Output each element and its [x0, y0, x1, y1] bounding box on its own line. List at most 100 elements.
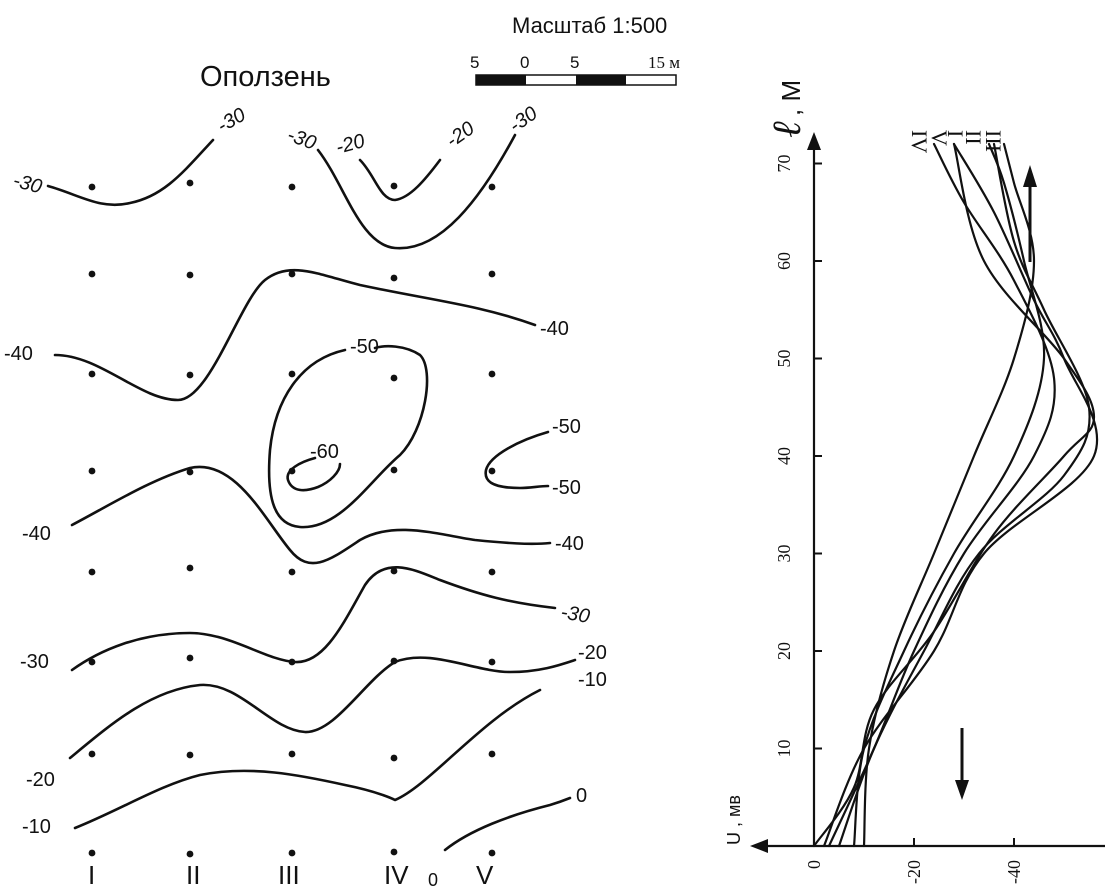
isoline-label: 0 — [576, 785, 587, 807]
y-tick-label: 60 — [774, 252, 794, 270]
measurement-point — [390, 466, 398, 474]
curve-ii — [852, 142, 1046, 848]
measurement-point — [88, 183, 96, 191]
y-ticks: 10 20 30 40 50 60 70 — [774, 155, 822, 758]
isoline — [286, 456, 342, 492]
isoline — [316, 133, 517, 250]
measurement-point — [186, 271, 194, 279]
measurement-point — [390, 848, 398, 856]
isoline-label: -30 — [559, 601, 591, 628]
profile-label: IV — [384, 860, 409, 888]
scale-title: Масштаб 1:500 — [512, 13, 667, 38]
measurement-point — [88, 370, 96, 378]
measurement-point — [88, 658, 96, 666]
isoline-label: -30 — [214, 104, 250, 138]
scale-bar: 5 0 5 15 м — [470, 53, 680, 86]
measurement-point — [390, 182, 398, 190]
y-tick-label: 40 — [774, 447, 794, 465]
measurement-point — [186, 179, 194, 187]
isoline-label: -50 — [350, 336, 379, 358]
isoline-label: -30 — [20, 651, 49, 673]
curve-label: III — [981, 130, 1006, 152]
isoline-label: -30 — [11, 170, 45, 199]
measurement-point — [186, 751, 194, 759]
curve-x — [812, 142, 1096, 848]
isoline-label: -50 — [552, 416, 581, 438]
y-axis-arrow — [807, 132, 821, 150]
y-axis-title-letter: ℓ — [764, 121, 809, 138]
isoline-label: -20 — [334, 130, 368, 159]
measurement-point — [488, 467, 496, 475]
isoline-label: -20 — [26, 769, 55, 791]
measurement-point — [186, 468, 194, 476]
measurement-point — [288, 568, 296, 576]
isoline-label: -40 — [555, 533, 584, 555]
measurement-point — [488, 370, 496, 378]
down-arrow-icon — [955, 780, 969, 800]
isoline-labels: -30 -30 -30 -20 -20 -30 -40 -40 -50 -60 … — [4, 102, 607, 838]
y-tick-label: 70 — [774, 155, 794, 173]
x-ticks: 0 -20 -40 — [804, 838, 1024, 884]
isoline-label: -20 — [578, 642, 607, 664]
potential-curves — [812, 142, 1099, 848]
isoline-label: -10 — [22, 816, 51, 838]
isoline-label: -40 — [22, 523, 51, 545]
curve-v — [822, 142, 1099, 848]
y-tick-label: 30 — [774, 545, 794, 563]
y-tick-label: 20 — [774, 642, 794, 660]
measurement-point — [488, 849, 496, 857]
profile-label: III — [278, 860, 300, 888]
isoline — [68, 656, 577, 760]
measurement-point — [288, 183, 296, 191]
measurement-point — [288, 849, 296, 857]
measurement-point — [186, 850, 194, 858]
y-axis-title: ℓ , М — [764, 80, 809, 138]
measurement-point — [88, 750, 96, 758]
x-axis-arrow — [750, 839, 768, 853]
measurement-point — [186, 654, 194, 662]
measurement-points — [88, 179, 496, 858]
measurement-point — [288, 750, 296, 758]
isoline-label: -30 — [505, 102, 541, 137]
isolines — [46, 133, 577, 852]
measurement-point — [488, 750, 496, 758]
measurement-point — [288, 370, 296, 378]
x-tick-label: -20 — [904, 860, 924, 884]
measurement-point — [186, 564, 194, 572]
isoline-label: -50 — [552, 477, 581, 499]
measurement-point — [390, 374, 398, 382]
measurement-point — [390, 754, 398, 762]
isoline — [484, 430, 550, 490]
isoline — [70, 566, 557, 672]
up-arrow-icon — [1023, 165, 1037, 187]
y-tick-label: 50 — [774, 350, 794, 368]
profile-label: I — [88, 860, 95, 888]
isoline — [443, 796, 572, 852]
curve-iv — [827, 142, 1056, 848]
isoline-label: -40 — [4, 343, 33, 365]
isoline — [267, 344, 429, 529]
scale-tick-label: 0 — [520, 53, 529, 72]
isoline — [73, 688, 542, 830]
isoline-label: -20 — [442, 117, 478, 152]
isoline — [53, 268, 537, 402]
x-tick-label: -40 — [1004, 860, 1024, 884]
profile-label: V — [476, 860, 494, 888]
measurement-point — [186, 371, 194, 379]
curve-label: IV — [907, 130, 932, 153]
isoline-label: -40 — [540, 318, 569, 340]
map-title: Оползень — [200, 61, 331, 93]
measurement-point — [390, 274, 398, 282]
profile-labels: I II III IV V 0 — [88, 860, 494, 888]
measurement-point — [88, 849, 96, 857]
measurement-point — [488, 270, 496, 278]
curve-label: II — [961, 130, 986, 145]
isoline-label: -10 — [578, 669, 607, 691]
measurement-point — [88, 568, 96, 576]
measurement-point — [88, 270, 96, 278]
measurement-point — [488, 568, 496, 576]
scale-tick-label: 15 м — [648, 53, 680, 72]
x-tick-label: 0 — [804, 860, 824, 869]
x-axis-title: U , мв — [724, 795, 744, 845]
